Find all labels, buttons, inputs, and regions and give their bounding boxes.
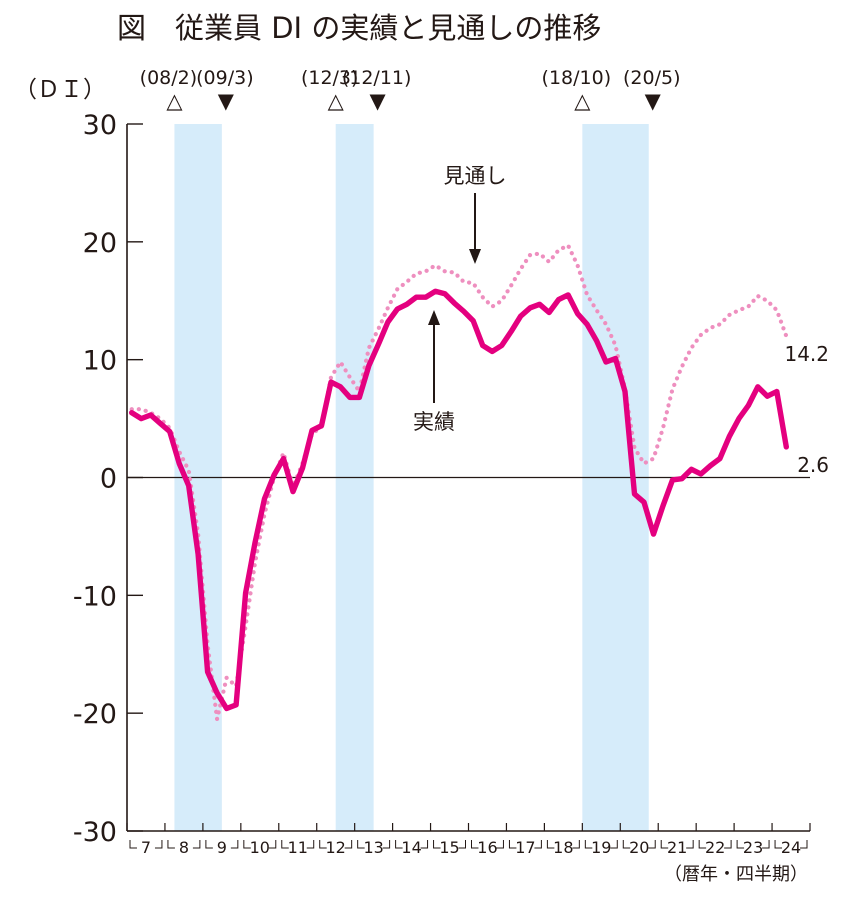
x-bracket-right	[230, 840, 239, 849]
x-bracket-left	[433, 840, 441, 849]
y-tick-label: -20	[73, 699, 117, 730]
trough-date-label: (20/5)	[623, 67, 681, 89]
x-bracket-left	[736, 840, 745, 849]
x-bracket-left	[774, 840, 783, 849]
y-axis-unit: （ＤＩ）	[14, 77, 106, 103]
y-tick-label: 30	[83, 110, 117, 141]
x-tick-label: 22	[705, 838, 725, 857]
x-bracket-right	[496, 840, 504, 849]
x-bracket-right	[610, 840, 618, 849]
trough-date-label: (12/11)	[342, 67, 412, 89]
business-cycle-markers: △ ▼(08/2)(09/3)△ ▼(12/3)(12/11)△ ▼(18/10) (2…	[140, 67, 681, 113]
x-tick-label: 13	[363, 838, 383, 857]
x-bracket-right	[762, 840, 770, 849]
x-bracket-right	[154, 840, 163, 849]
actual-end-label: 2.6	[797, 453, 829, 477]
actual-annotation: 実績	[413, 410, 455, 434]
x-tick-label: 15	[439, 838, 459, 857]
x-tick-label: 9	[217, 838, 227, 857]
x-bracket-left	[129, 840, 137, 849]
outlook-line	[129, 243, 789, 722]
x-tick-label: 16	[477, 838, 497, 857]
x-bracket-left	[471, 840, 479, 849]
axes: 30 20 10 0 -10 -20 -30 7 8 9 10 11 12 13 14 15 16 17 18 19 2…	[73, 110, 811, 857]
y-tick-label: -30	[73, 817, 117, 848]
x-bracket-left	[243, 840, 251, 849]
x-bracket-left	[319, 840, 327, 849]
outlook-annotation: 見通し	[444, 164, 507, 188]
x-tick-label: 17	[515, 838, 535, 857]
x-bracket-left	[205, 840, 213, 849]
x-bracket-right	[268, 840, 277, 849]
peak-marker: △	[328, 89, 345, 113]
x-bracket-left	[357, 840, 365, 849]
x-tick-label: 12	[326, 838, 346, 857]
x-bracket-right	[306, 840, 315, 849]
x-bracket-left	[546, 840, 555, 849]
peak-marker: △	[574, 89, 591, 113]
x-bracket-left	[660, 840, 669, 849]
y-tick-label: 10	[83, 346, 117, 377]
x-tick-label: 21	[667, 838, 687, 857]
chart-title: 図 従業員 DI の実績と見通しの推移	[117, 11, 601, 45]
x-tick-label: 19	[591, 838, 611, 857]
x-bracket-left	[395, 840, 403, 849]
actual-line	[129, 288, 789, 712]
x-bracket-right	[800, 840, 808, 849]
trough-date-label: (09/3)	[196, 67, 254, 89]
peak-date-label: (08/2)	[140, 67, 198, 89]
x-bracket-right	[648, 840, 656, 849]
trough-marker: ▼	[370, 89, 387, 113]
x-bracket-left	[167, 840, 175, 849]
y-tick-label: 20	[83, 228, 117, 259]
x-bracket-right	[192, 840, 201, 849]
x-bracket-right	[572, 840, 580, 849]
trough-marker: ▼	[645, 89, 662, 113]
x-tick-label: 11	[288, 838, 308, 857]
x-bracket-left	[622, 840, 631, 849]
x-tick-label: 23	[743, 838, 763, 857]
x-axis-unit: （暦年・四半期）	[664, 864, 808, 885]
trough-marker: ▼	[218, 89, 235, 113]
y-tick-label: 0	[100, 464, 117, 495]
x-tick-label: 24	[781, 838, 801, 857]
x-bracket-left	[584, 840, 593, 849]
series-lines	[129, 243, 789, 722]
outlook-end-label: 14.2	[784, 342, 829, 366]
x-tick-label: 8	[179, 838, 189, 857]
peak-marker: △	[166, 89, 183, 113]
x-bracket-left	[508, 840, 517, 849]
outlook-arrow-head	[469, 249, 481, 264]
x-tick-label: 18	[553, 838, 573, 857]
x-bracket-right	[534, 840, 542, 849]
y-tick-label: -10	[73, 581, 117, 612]
x-bracket-right	[686, 840, 694, 849]
peak-date-label: (12/3)	[301, 67, 359, 89]
x-bracket-right	[382, 840, 391, 849]
actual-arrow-head	[428, 310, 440, 325]
peak-date-label: (18/10)	[542, 67, 612, 89]
x-tick-label: 14	[401, 838, 421, 857]
x-bracket-left	[698, 840, 707, 849]
x-bracket-right	[458, 840, 466, 849]
x-tick-label: 20	[629, 838, 649, 857]
x-bracket-left	[281, 840, 289, 849]
x-bracket-right	[420, 840, 429, 849]
x-bracket-right	[724, 840, 732, 849]
x-bracket-right	[344, 840, 353, 849]
x-tick-label: 7	[141, 838, 151, 857]
x-tick-label: 10	[250, 838, 270, 857]
